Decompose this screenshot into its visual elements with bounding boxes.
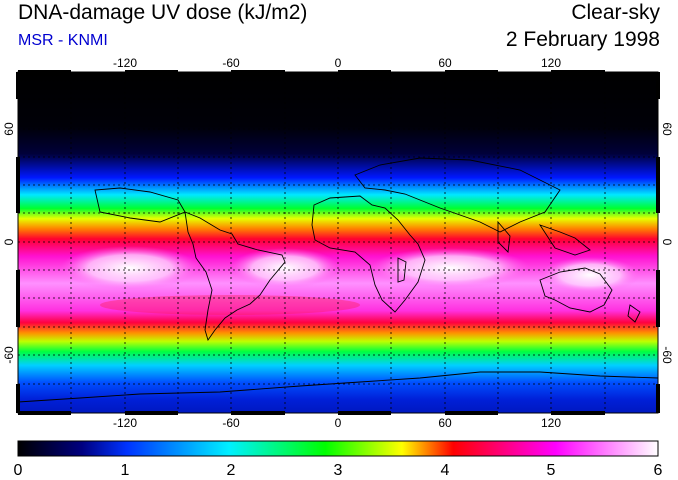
lon-label-bottom-2: -60	[222, 416, 240, 430]
lat-label-right-1: 60	[660, 122, 674, 136]
colorbar-tick-3: 3	[334, 462, 343, 479]
lon-label-bottom-5: 120	[541, 416, 561, 430]
date-label: 2 February 1998	[505, 28, 660, 51]
sky-condition-label: Clear-sky	[571, 1, 660, 24]
lon-label-top-5: 120	[541, 56, 561, 70]
lat-label-left-1: 60	[2, 122, 16, 136]
colorbar-tick-4: 4	[441, 462, 450, 479]
colorbar-tick-2: 2	[227, 462, 236, 479]
lon-label-top-3: 0	[335, 56, 342, 70]
lat-lon-grid	[18, 72, 658, 413]
lon-label-bottom-4: 60	[438, 416, 452, 430]
colorbar-tick-5: 5	[547, 462, 556, 479]
lat-label-right-3: -60	[660, 346, 674, 364]
lon-label-top-2: -60	[222, 56, 240, 70]
lon-label-top-4: 60	[438, 56, 452, 70]
graticule-border	[16, 70, 660, 415]
lon-label-top-1: -120	[113, 56, 137, 70]
lat-label-left-3: -60	[2, 346, 16, 364]
colorbar-tick-0: 0	[14, 462, 23, 479]
source-label: MSR - KNMI	[18, 32, 108, 49]
lon-label-bottom-3: 0	[335, 416, 342, 430]
colorbar-tick-6: 6	[654, 462, 663, 479]
lat-label-left-2: 0	[2, 238, 16, 245]
lon-label-bottom-1: -120	[113, 416, 137, 430]
lat-label-right-2: 0	[660, 239, 674, 246]
uv-dose-field	[18, 72, 658, 413]
colorbar	[17, 440, 659, 457]
map-title: DNA-damage UV dose (kJ/m2)	[18, 1, 308, 24]
colorbar-tick-1: 1	[121, 462, 130, 479]
